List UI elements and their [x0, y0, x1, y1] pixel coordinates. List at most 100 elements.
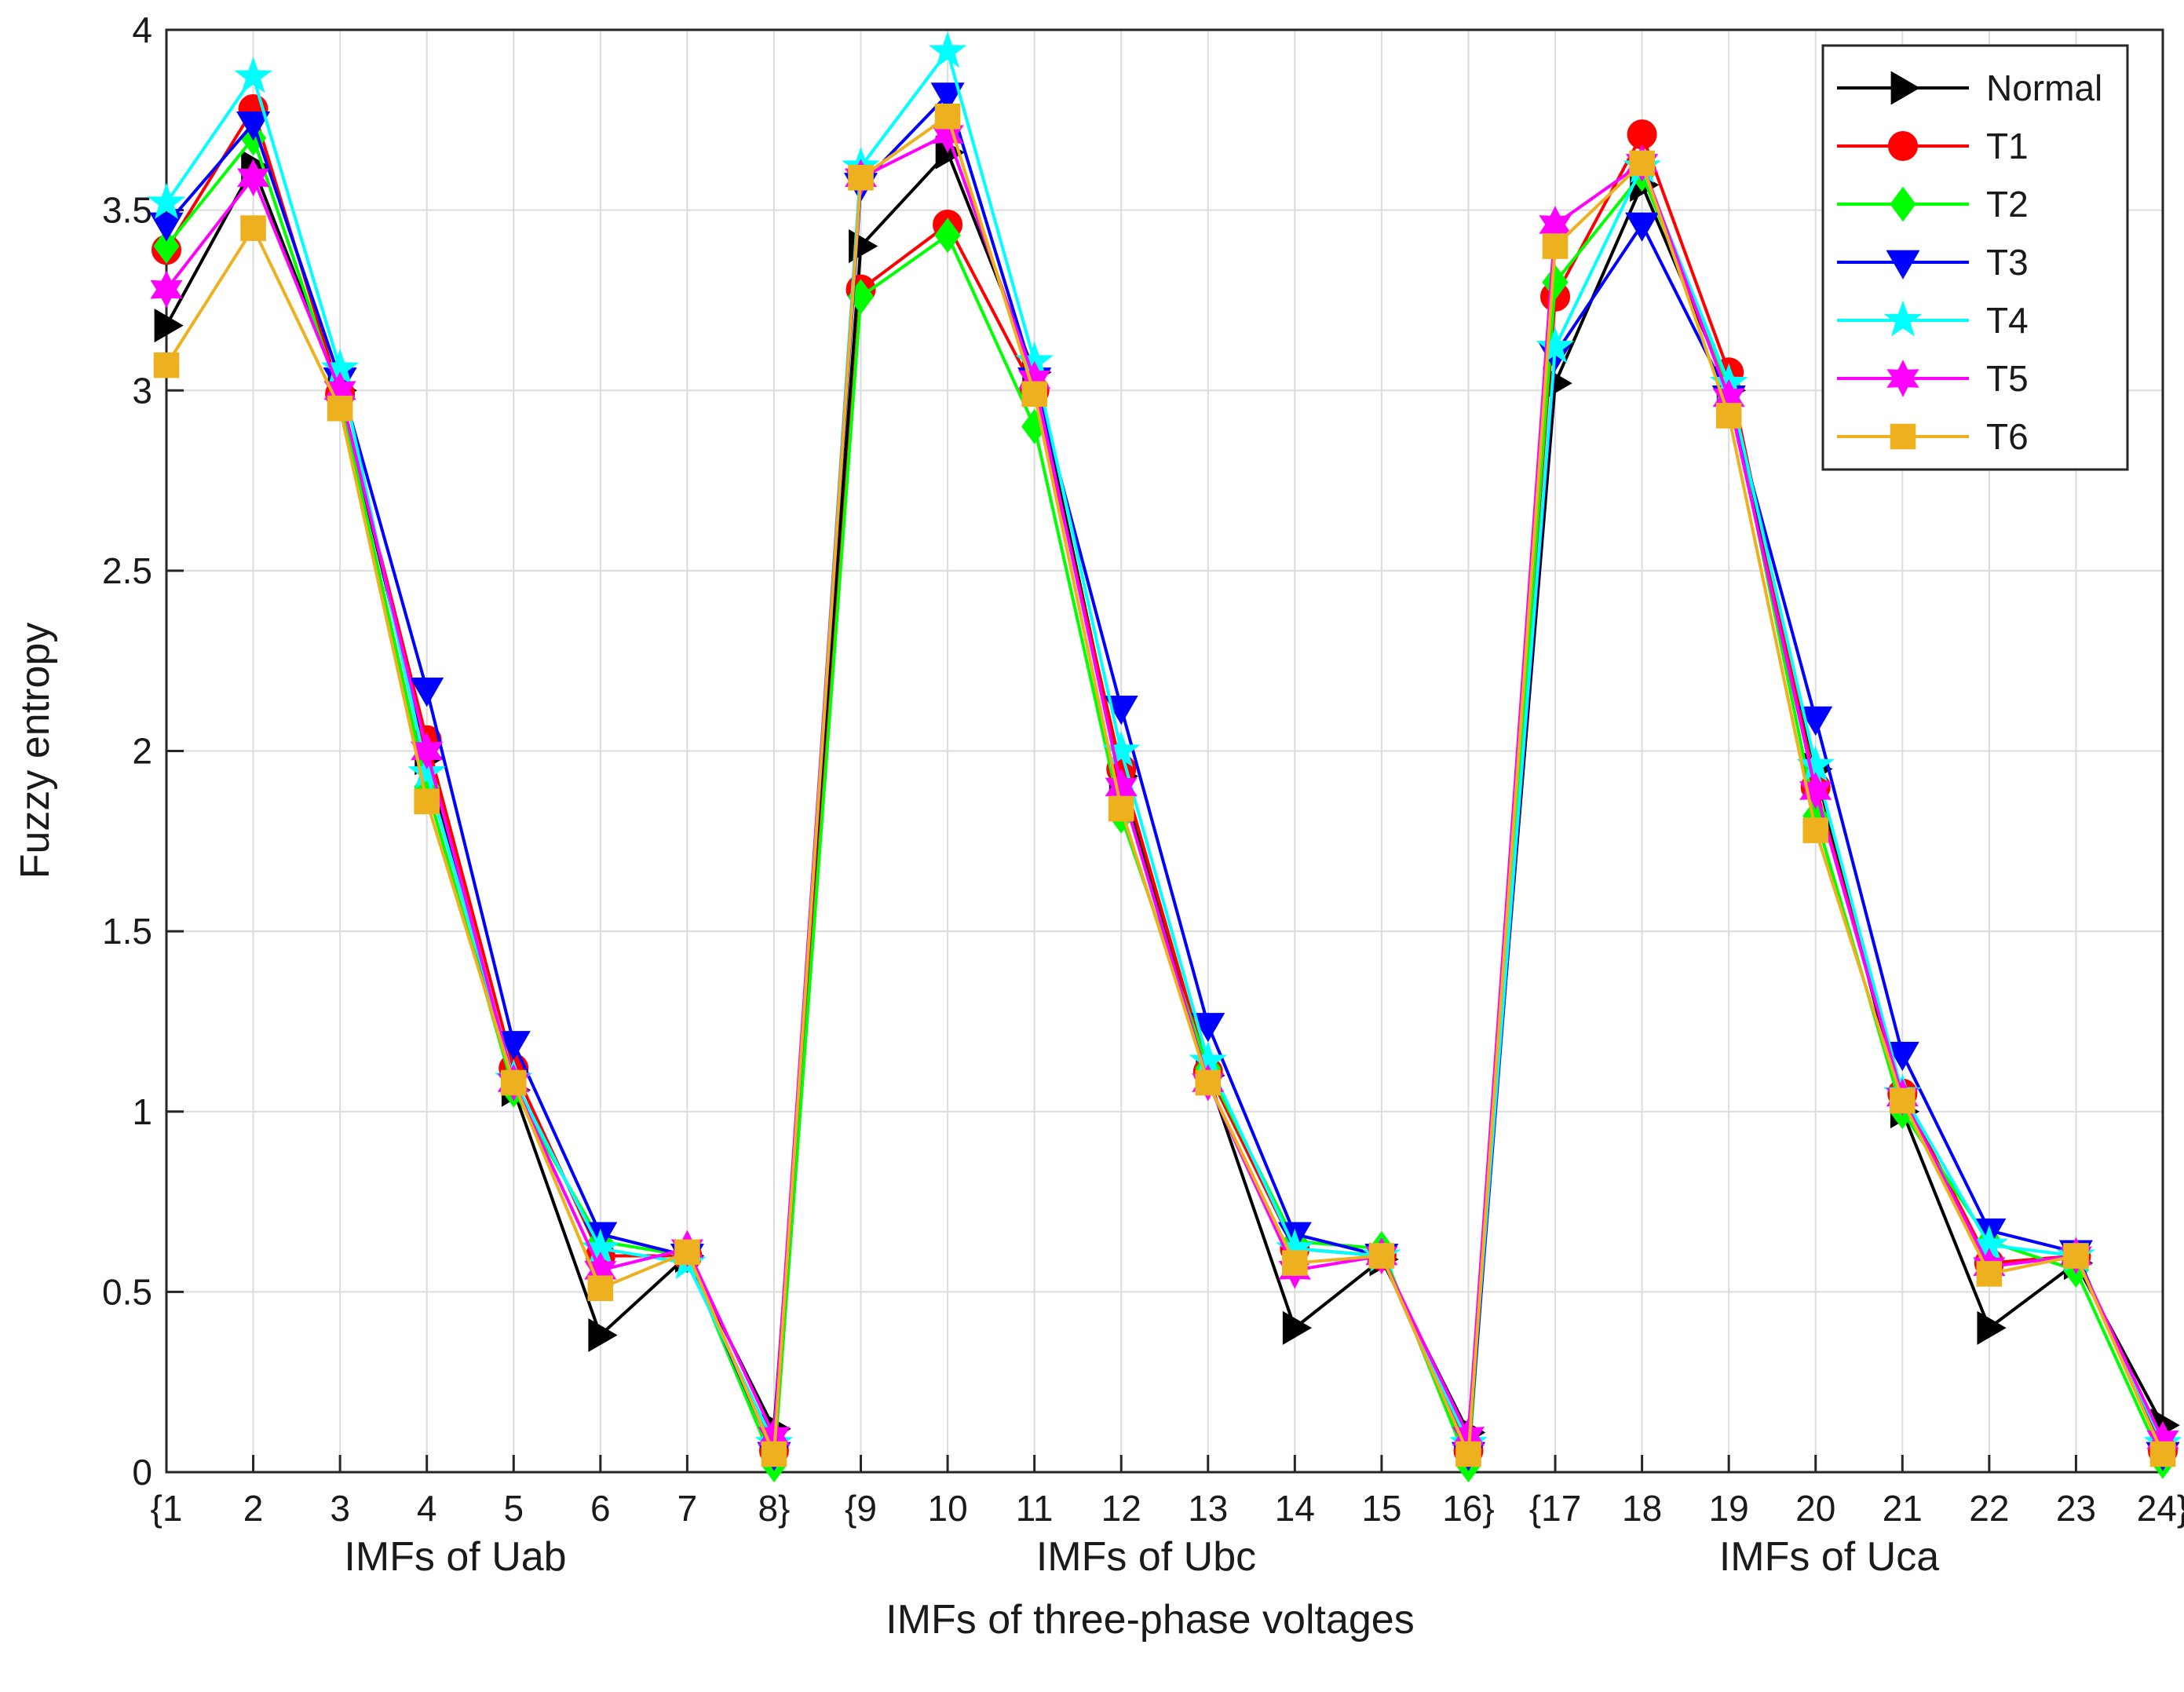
point-t2 — [934, 217, 961, 254]
point-t6 — [327, 395, 353, 422]
legend-label: T6 — [1986, 416, 2029, 457]
y-tick-label: 1.5 — [102, 911, 152, 952]
x-tick-label: {1 — [151, 1488, 183, 1529]
point-t6 — [674, 1239, 700, 1266]
series-t6 — [153, 103, 2176, 1467]
legend-label: T1 — [1986, 126, 2029, 166]
x-tick-label: 19 — [1709, 1488, 1749, 1529]
point-t6 — [1715, 403, 1742, 429]
point-t6 — [414, 788, 440, 815]
legend-item-t6: T6 — [1837, 416, 2029, 457]
x-tick-label: 14 — [1275, 1488, 1315, 1529]
legend: Normal T1 T2 T3 T4 T5 T6 — [1821, 44, 2129, 471]
x-tick-label: 12 — [1101, 1488, 1141, 1529]
x-tick-label: 7 — [677, 1488, 698, 1529]
point-t6 — [500, 1069, 527, 1096]
series-layer — [147, 31, 2182, 1483]
legend-swatch-marker — [1890, 186, 1916, 222]
point-t3 — [930, 82, 965, 112]
point-t4 — [147, 182, 186, 220]
point-t6 — [1368, 1243, 1395, 1269]
point-t3 — [149, 212, 184, 242]
legend-item-t5: T5 — [1837, 358, 2029, 399]
point-t6 — [240, 215, 266, 241]
point-t1 — [1627, 119, 1657, 150]
point-t6 — [761, 1441, 787, 1467]
x-axis-title: IMFs of three-phase voltages — [886, 1597, 1414, 1643]
y-tick-label: 0.5 — [102, 1271, 152, 1312]
x-tick-label: 22 — [1969, 1488, 2009, 1529]
x-tick-label: 2 — [243, 1488, 264, 1529]
point-t3 — [1625, 212, 1660, 242]
point-t3 — [1799, 706, 1833, 736]
y-tick-label: 3 — [132, 370, 152, 411]
x-tick-label: 4 — [417, 1488, 437, 1529]
y-tick-label: 2.5 — [102, 550, 152, 591]
legend-label: Normal — [1986, 68, 2102, 108]
point-normal — [154, 309, 184, 343]
point-t6 — [848, 164, 874, 191]
point-t6 — [1455, 1441, 1481, 1467]
series-line-t3 — [165, 93, 2164, 1456]
point-t6 — [1629, 150, 1655, 177]
point-t6 — [1108, 795, 1134, 822]
x-tick-label: 24} — [2137, 1488, 2184, 1529]
point-t5 — [1799, 772, 1832, 809]
legend-swatch-marker — [1886, 360, 1919, 397]
x-axis-ticks: {1 2 3 4 5 6 7 8} {9 10 11 12 13 14 15 16} {17 18 19 20 21 22… — [151, 1455, 2184, 1529]
point-t6 — [1542, 233, 1569, 259]
x-tick-label: 3 — [330, 1488, 350, 1529]
legend-swatch-marker — [1883, 300, 1923, 337]
x-tick-label: {17 — [1529, 1488, 1582, 1529]
group-label-uab: IMFs of Uab — [344, 1534, 566, 1580]
point-t3 — [236, 111, 271, 141]
point-t6 — [153, 352, 180, 378]
point-t5 — [236, 159, 270, 197]
point-t6 — [1021, 381, 1047, 407]
point-t3 — [1191, 1013, 1225, 1043]
group-label-uca: IMFs of Uca — [1719, 1534, 1939, 1580]
legend-label: T2 — [1986, 184, 2029, 225]
group-label-ubc: IMFs of Ubc — [1036, 1534, 1256, 1580]
point-normal — [588, 1317, 618, 1353]
x-tick-label: 5 — [503, 1488, 524, 1529]
point-t6 — [1802, 817, 1829, 843]
point-t6 — [587, 1275, 614, 1302]
point-t2 — [153, 228, 180, 264]
x-tick-label: 23 — [2056, 1488, 2096, 1529]
point-t3 — [496, 1031, 531, 1061]
x-tick-label: 6 — [590, 1488, 611, 1529]
point-t6 — [2149, 1441, 2176, 1467]
point-t5 — [411, 732, 444, 770]
y-tick-label: 1 — [132, 1091, 152, 1132]
legend-box — [1821, 44, 2129, 471]
legend-item-t4: T4 — [1837, 300, 2029, 341]
point-t4 — [928, 31, 967, 68]
y-axis-ticks: 0 0.5 1 1.5 2 2.5 3 3.5 4 — [102, 9, 184, 1493]
x-tick-label: 18 — [1622, 1488, 1662, 1529]
x-tick-label: {9 — [845, 1488, 877, 1529]
point-t6 — [2063, 1243, 2089, 1269]
series-line-t6 — [165, 115, 2164, 1456]
x-tick-label: 8} — [758, 1488, 790, 1529]
point-t6 — [1195, 1069, 1222, 1096]
legend-swatch-marker — [1886, 250, 1920, 280]
legend-swatch-marker — [1890, 71, 1920, 105]
point-t3 — [1885, 1041, 1919, 1072]
point-t6 — [1890, 1087, 1916, 1114]
point-normal — [1282, 1310, 1313, 1345]
legend-item-t1: T1 — [1837, 126, 2029, 166]
y-tick-label: 0 — [132, 1452, 152, 1493]
legend-label: T4 — [1986, 300, 2029, 341]
point-normal — [1977, 1310, 2007, 1345]
point-t6 — [934, 103, 961, 130]
series-line-t5 — [165, 133, 2164, 1441]
x-tick-label: 15 — [1361, 1488, 1401, 1529]
point-t3 — [410, 678, 444, 707]
legend-item-t2: T2 — [1837, 184, 2029, 225]
legend-item-normal: Normal — [1837, 68, 2102, 108]
x-tick-label: 16} — [1442, 1488, 1495, 1529]
x-tick-label: 21 — [1883, 1488, 1923, 1529]
point-t6 — [1282, 1250, 1308, 1276]
